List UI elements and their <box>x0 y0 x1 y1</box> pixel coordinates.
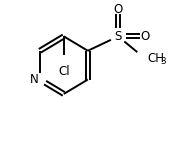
Text: CH: CH <box>147 52 164 65</box>
Text: Cl: Cl <box>58 65 70 78</box>
Text: N: N <box>29 73 38 86</box>
Text: O: O <box>141 30 150 43</box>
Text: S: S <box>114 30 122 43</box>
Text: O: O <box>114 3 123 16</box>
Text: 3: 3 <box>161 57 166 66</box>
